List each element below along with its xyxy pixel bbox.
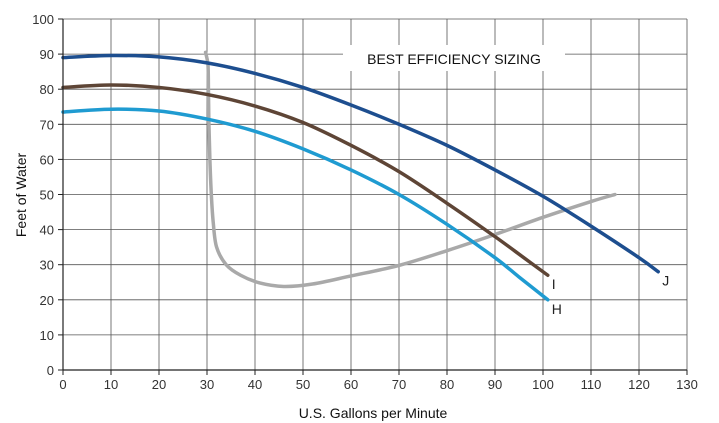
x-tick-label: 20 (152, 377, 166, 392)
x-axis-title: U.S. Gallons per Minute (299, 405, 448, 421)
x-tick-label: 80 (440, 377, 454, 392)
x-tick-label: 10 (104, 377, 118, 392)
y-tick-label: 50 (40, 188, 54, 203)
x-tick-label: 130 (676, 377, 698, 392)
x-tick-label: 30 (200, 377, 214, 392)
y-tick-label: 100 (32, 12, 54, 27)
y-tick-label: 80 (40, 82, 54, 97)
y-tick-label: 90 (40, 47, 54, 62)
x-tick-label: 100 (532, 377, 554, 392)
curve-labels: J IH (552, 273, 669, 317)
y-tick-label: 70 (40, 117, 54, 132)
y-tick-label: 10 (40, 328, 54, 343)
y-tick-label: 0 (47, 363, 54, 378)
y-tick-label: 20 (40, 293, 54, 308)
series-line-i (61, 83, 550, 277)
x-tick-label: 40 (248, 377, 262, 392)
y-tick-label: 60 (40, 152, 54, 167)
series-label-h: H (552, 301, 562, 317)
x-tick-label: 70 (392, 377, 406, 392)
series-label-j: J (662, 273, 669, 289)
series-layer (61, 50, 660, 302)
x-tick-label: 0 (59, 377, 66, 392)
x-tick-label: 90 (488, 377, 502, 392)
x-tick-label: 120 (628, 377, 650, 392)
x-tick-label: 50 (296, 377, 310, 392)
annotation-background (343, 45, 565, 71)
grid (62, 18, 688, 371)
y-tick-label: 40 (40, 223, 54, 238)
series-line-h (61, 107, 550, 302)
annotation-best-efficiency: BEST EFFICIENCY SIZING (367, 51, 541, 67)
axes (58, 18, 688, 375)
x-tick-labels: 0 10 20 30 40 50 60 70 80 90 100 110 120 130 (59, 377, 697, 392)
y-tick-labels: 0 10 20 30 40 50 60 70 80 90 100 (32, 12, 54, 378)
x-tick-label: 60 (344, 377, 358, 392)
series-label-i: I (552, 276, 556, 292)
y-tick-label: 30 (40, 258, 54, 273)
x-tick-label: 110 (581, 377, 602, 392)
y-axis-title: Feet of Water (13, 153, 29, 238)
series-line-j (61, 53, 660, 274)
series-line-efficiency (203, 50, 617, 289)
